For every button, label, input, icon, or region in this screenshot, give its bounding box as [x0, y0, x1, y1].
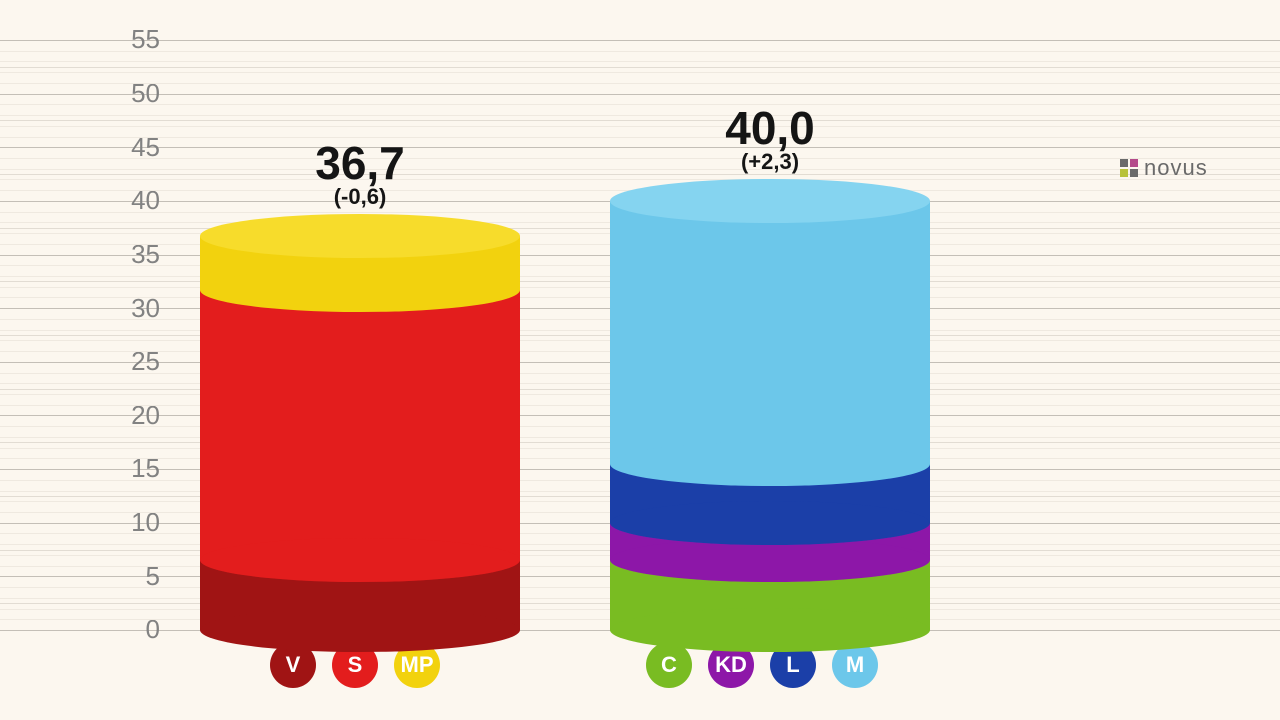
logo-text: novus	[1144, 155, 1208, 181]
value-right-bloc: 40,0	[610, 101, 930, 155]
delta-right-bloc: (+2,3)	[610, 149, 930, 175]
segment-top-M	[610, 179, 930, 223]
segment-bottom-M	[610, 442, 930, 486]
segment-bottom-L	[610, 501, 930, 545]
logo-squares-icon	[1120, 159, 1138, 177]
gridline-major	[0, 94, 1280, 95]
segment-bottom-V	[200, 608, 520, 652]
cylinder-right-bloc	[610, 179, 930, 652]
gridline-minor	[0, 72, 1280, 73]
gridline-minor	[0, 83, 1280, 84]
segment-bottom-KD	[610, 538, 930, 582]
cylinder-left-bloc	[200, 214, 520, 652]
segment-bottom-MP	[200, 268, 520, 312]
segment-bottom-C	[610, 608, 930, 652]
segment-bottom-S	[200, 538, 520, 582]
y-tick-label: 55	[0, 24, 160, 55]
gridline-minor	[0, 51, 1280, 52]
badge-C: C	[646, 642, 692, 688]
segment-side-M	[610, 201, 930, 464]
gridline-minor	[0, 61, 1280, 62]
delta-left-bloc: (-0,6)	[200, 184, 520, 210]
novus-logo: novus	[1120, 155, 1208, 181]
value-left-bloc: 36,7	[200, 136, 520, 190]
gridline-major	[0, 40, 1280, 41]
segment-top-MP	[200, 214, 520, 258]
segment-side-S	[200, 290, 520, 560]
gridline-mid	[0, 67, 1280, 68]
